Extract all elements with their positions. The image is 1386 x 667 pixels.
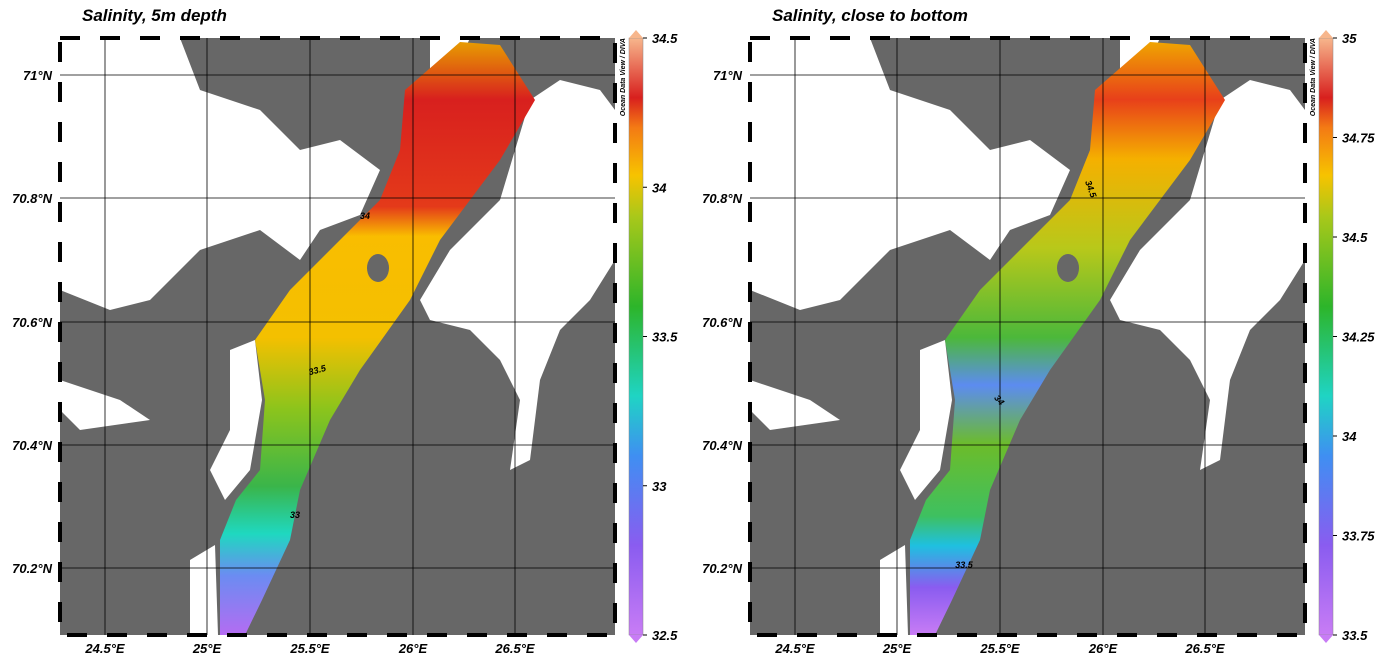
- map-frame: [58, 36, 617, 637]
- lat-label: 70.6°N: [702, 315, 743, 330]
- lon-label: 25.5°E: [979, 641, 1020, 656]
- island: [1057, 254, 1079, 282]
- lon-label: 26.5°E: [1184, 641, 1225, 656]
- coastal-water: [880, 545, 908, 635]
- coastal-water: [1110, 80, 1305, 470]
- colorbar-label: 34: [652, 180, 667, 195]
- colorbar: [1318, 37, 1334, 636]
- lat-label: 71°N: [23, 68, 53, 83]
- map-panel: Salinity, close to bottom 71°N 70.8°N 70.6°…: [702, 6, 1375, 656]
- coastal-water: [750, 38, 1070, 310]
- colorbar-label: 32.5: [652, 628, 678, 643]
- contour-label: 33.5: [955, 560, 974, 570]
- map-frame: [748, 36, 1307, 637]
- lon-label: 26°E: [398, 641, 428, 656]
- colorbar-label: 35: [1342, 31, 1357, 46]
- lon-label: 24.5°E: [774, 641, 815, 656]
- colorbar: [628, 37, 644, 636]
- colorbar-label: 33.5: [652, 330, 678, 345]
- contour-label: 33: [290, 510, 300, 520]
- salinity-field: [220, 42, 535, 635]
- colorbar-label: 34.5: [1342, 230, 1368, 245]
- lon-label: 25.5°E: [289, 641, 330, 656]
- coastal-water: [900, 340, 952, 500]
- colorbar-cap: [1319, 635, 1333, 643]
- colorbar-label: 33.75: [1342, 529, 1375, 544]
- lon-label: 26°E: [1088, 641, 1118, 656]
- coastal-water: [210, 340, 262, 500]
- lat-label: 70.8°N: [12, 191, 53, 206]
- colorbar-label: 33: [652, 479, 667, 494]
- contour-label: 34: [992, 393, 1006, 407]
- map-panel: Salinity, 5m depth 71°N 70.8°N 70.6°N 70.4°N…: [12, 6, 678, 656]
- colorbar-cap: [629, 635, 643, 643]
- lat-label: 71°N: [713, 68, 743, 83]
- lat-label: 70.2°N: [12, 561, 53, 576]
- lon-label: 24.5°E: [84, 641, 125, 656]
- colorbar-cap: [629, 30, 643, 38]
- coastal-water: [60, 38, 380, 310]
- island: [367, 254, 389, 282]
- lon-label: 25°E: [882, 641, 912, 656]
- colorbar-label: 34.5: [652, 31, 678, 46]
- colorbar-label: 34.25: [1342, 330, 1375, 345]
- lat-label: 70.8°N: [702, 191, 743, 206]
- salinity-field: [910, 42, 1225, 635]
- coastal-water: [190, 545, 218, 635]
- credit: Ocean Data View / DIVA: [1310, 38, 1317, 116]
- lon-label: 25°E: [192, 641, 222, 656]
- colorbar-label: 33.5: [1342, 628, 1368, 643]
- lon-label: 26.5°E: [494, 641, 535, 656]
- colorbar-cap: [1319, 30, 1333, 38]
- lat-label: 70.6°N: [12, 315, 53, 330]
- lat-label: 70.4°N: [702, 438, 743, 453]
- contour-label: 33.5: [307, 363, 327, 377]
- lat-label: 70.2°N: [702, 561, 743, 576]
- colorbar-label: 34: [1342, 429, 1357, 444]
- lat-label: 70.4°N: [12, 438, 53, 453]
- panel-title: Salinity, 5m depth: [82, 6, 227, 25]
- contour-label: 34: [360, 211, 370, 221]
- credit: Ocean Data View / DIVA: [620, 38, 627, 116]
- coastal-water: [420, 80, 615, 470]
- colorbar-label: 34.75: [1342, 131, 1375, 146]
- panel-title: Salinity, close to bottom: [772, 6, 968, 25]
